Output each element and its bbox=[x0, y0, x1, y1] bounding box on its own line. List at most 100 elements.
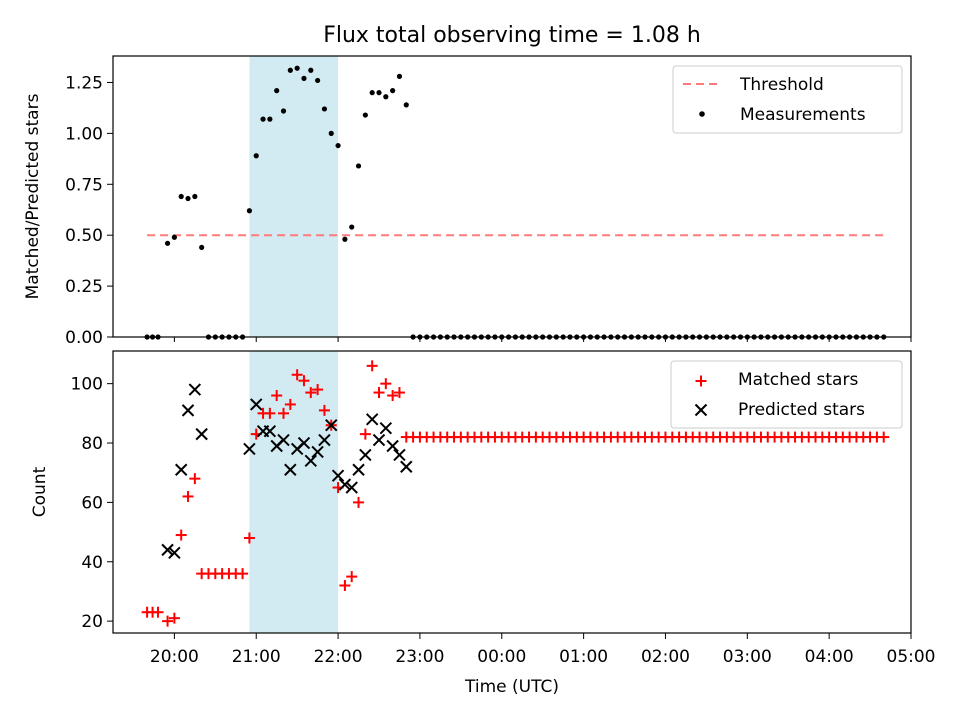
measurement-point bbox=[369, 90, 375, 96]
matched-star-point bbox=[237, 568, 249, 580]
measurement-point bbox=[274, 88, 280, 94]
measurement-point bbox=[246, 208, 253, 214]
matched-star-point bbox=[243, 532, 255, 544]
predicted-star-point bbox=[386, 439, 399, 453]
measurement-point bbox=[349, 224, 355, 230]
measurement-point bbox=[376, 90, 382, 96]
top-shaded-span bbox=[249, 56, 339, 337]
predicted-stars-points bbox=[161, 383, 413, 560]
y-tick-label: 0.50 bbox=[65, 226, 103, 246]
x-tick-label: 00:00 bbox=[477, 647, 526, 667]
matched-star-point bbox=[175, 529, 187, 541]
predicted-star-point bbox=[400, 460, 413, 473]
predicted-star-point bbox=[277, 433, 290, 447]
predicted-star-point bbox=[331, 469, 345, 482]
matched-star-point bbox=[278, 407, 290, 419]
predicted-star-point bbox=[338, 478, 352, 491]
predicted-star-point bbox=[359, 448, 372, 462]
predicted-star-point bbox=[284, 463, 297, 476]
predicted-star-point bbox=[311, 445, 324, 459]
predicted-star-point bbox=[297, 436, 311, 450]
matched-star-point bbox=[291, 369, 303, 381]
x-tick-label: 20:00 bbox=[150, 647, 199, 667]
matched-star-point bbox=[387, 390, 399, 402]
matched-star-point bbox=[353, 496, 365, 508]
predicted-star-point bbox=[379, 421, 393, 435]
x-tick-label: 03:00 bbox=[723, 647, 772, 667]
measurement-point bbox=[267, 116, 273, 122]
predicted-star-point bbox=[365, 413, 379, 426]
y-tick-label: 20 bbox=[81, 612, 103, 632]
predicted-star-point bbox=[174, 463, 188, 476]
predicted-star-point bbox=[168, 546, 181, 560]
measurement-point bbox=[199, 244, 205, 251]
legend-matched-label: Matched stars bbox=[738, 370, 858, 390]
x-tick-label: 02:00 bbox=[641, 647, 690, 667]
legend-plus-marker bbox=[695, 375, 707, 387]
predicted-star-point bbox=[263, 424, 277, 438]
top-legend-box bbox=[672, 65, 903, 134]
predicted-star-point bbox=[243, 442, 256, 456]
matched-star-point bbox=[168, 612, 180, 624]
matched-star-point bbox=[189, 473, 201, 485]
x-axis-label: Time (UTC) bbox=[464, 677, 559, 697]
y-tick-label: 0.75 bbox=[65, 175, 103, 195]
matched-star-point bbox=[393, 387, 405, 399]
top-panel: 0.00 0.25 0.50 0.75 1.00 1.25 Matched/Predict… bbox=[23, 55, 912, 348]
y-tick-label: 40 bbox=[81, 553, 103, 573]
matched-star-point bbox=[305, 387, 317, 399]
matched-star-point bbox=[298, 375, 310, 387]
top-x-ticks bbox=[173, 337, 912, 342]
matched-star-point bbox=[339, 580, 351, 592]
measurement-point bbox=[383, 94, 389, 100]
matched-star-point bbox=[318, 404, 330, 416]
measurement-point bbox=[164, 240, 171, 246]
x-tick-label: 22:00 bbox=[314, 647, 363, 667]
x-tick-label: 21:00 bbox=[232, 647, 281, 667]
figure-title: Flux total observing time = 1.08 h bbox=[323, 23, 701, 48]
measurement-point bbox=[335, 142, 341, 149]
measurement-point bbox=[355, 163, 362, 169]
y-tick-label: 100 bbox=[71, 375, 103, 395]
top-y-axis-label: Matched/Predicted stars bbox=[23, 93, 43, 299]
legend-x-marker bbox=[694, 403, 708, 417]
measurement-point bbox=[362, 112, 368, 118]
predicted-star-point bbox=[393, 448, 406, 462]
bottom-axes-frame bbox=[112, 350, 912, 634]
x-tick-label: 23:00 bbox=[395, 647, 444, 667]
predicted-star-point bbox=[250, 398, 263, 411]
matched-star-point bbox=[373, 387, 385, 399]
measurement-point bbox=[185, 195, 191, 202]
measurement-point bbox=[294, 65, 300, 71]
measurement-point bbox=[260, 116, 266, 122]
top-y-ticks: 0.00 0.25 0.50 0.75 1.00 1.25 bbox=[65, 73, 113, 348]
y-tick-label: 80 bbox=[81, 434, 103, 454]
bottom-shaded-span bbox=[249, 351, 339, 633]
predicted-star-point bbox=[304, 454, 318, 468]
measurement-point bbox=[328, 130, 334, 136]
legend-measurements-swatch bbox=[699, 111, 705, 117]
matched-star-point bbox=[182, 490, 194, 502]
y-tick-label: 1.25 bbox=[65, 73, 103, 93]
predicted-star-point bbox=[325, 419, 338, 432]
measurement-point bbox=[342, 236, 348, 242]
matched-star-point bbox=[264, 407, 276, 419]
measurement-point bbox=[280, 108, 287, 114]
legend-predicted-swatch bbox=[694, 403, 708, 417]
matched-star-point bbox=[346, 571, 358, 583]
matched-star-point bbox=[162, 615, 174, 627]
bottom-y-axis-label: Count bbox=[30, 466, 50, 517]
measurement-point bbox=[403, 102, 409, 108]
measurement-point bbox=[192, 193, 198, 200]
matched-star-point bbox=[312, 384, 324, 396]
predicted-star-point bbox=[195, 427, 208, 441]
predicted-star-point bbox=[181, 404, 195, 417]
matched-stars-points bbox=[141, 360, 890, 627]
bottom-legend-box bbox=[670, 360, 903, 429]
measurement-point bbox=[308, 67, 314, 73]
measurement-point bbox=[287, 67, 293, 73]
matched-star-point bbox=[878, 431, 890, 443]
measurement-point bbox=[396, 73, 403, 79]
predicted-star-point bbox=[188, 383, 202, 396]
